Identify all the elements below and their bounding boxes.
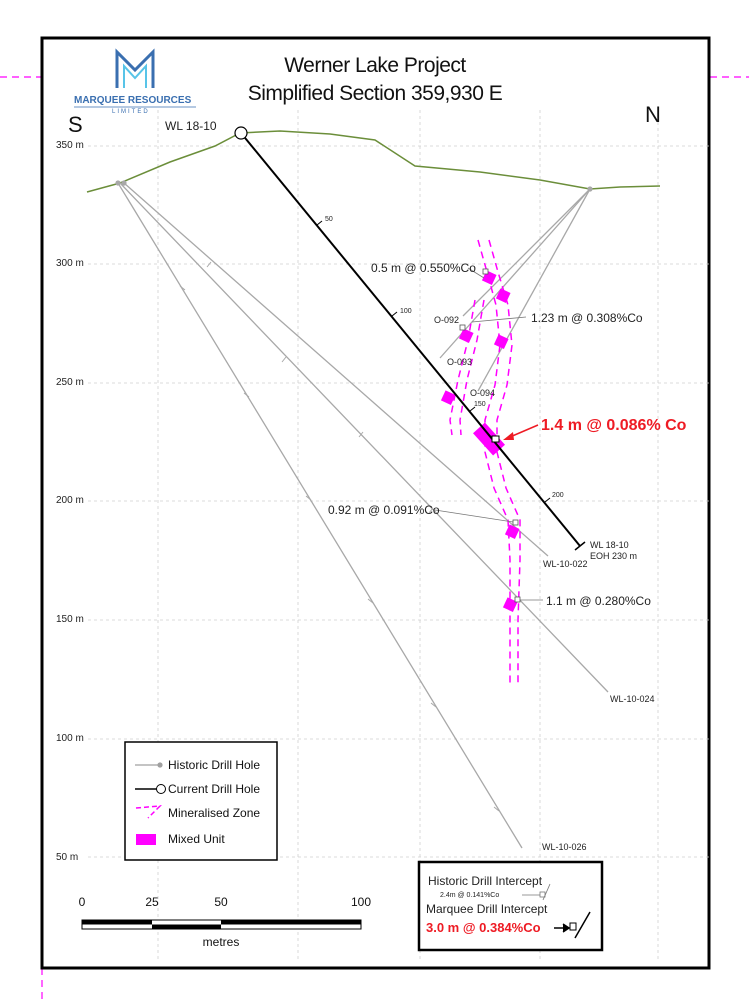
intercept-key-historic-example: 2.4m @ 0.141%Co <box>440 892 499 899</box>
direction-north: N <box>645 102 661 127</box>
elevation-label: 350 m <box>56 140 84 151</box>
intercept-label: 1.23 m @ 0.308%Co <box>531 311 643 325</box>
legend-label: Mixed Unit <box>168 832 225 846</box>
intercept-key-marquee-example: 3.0 m @ 0.384%Co <box>426 920 541 935</box>
historic-drill-holes <box>117 182 609 849</box>
scale-tick: 25 <box>145 895 159 909</box>
topography-line <box>86 130 661 193</box>
collar-label-current: WL 18-10 <box>165 119 217 133</box>
red-intercept-arrow <box>503 424 539 440</box>
logo-sub: LIMITED <box>112 109 150 115</box>
intercept-key: Historic Drill Intercept 2.4m @ 0.141%Co… <box>417 860 604 952</box>
elevation-label: 150 m <box>56 614 84 625</box>
hole-label-wl-10-022: WL-10-022 <box>543 559 588 569</box>
legend-label: Historic Drill Hole <box>168 758 260 772</box>
historic-hole-wl-10-026 <box>117 182 523 849</box>
historic-hole-ticks <box>179 261 500 812</box>
eoh-label-line-1: WL 18-10 <box>590 540 629 550</box>
intercept-leaders <box>434 267 543 601</box>
mixed-unit-main <box>473 422 505 456</box>
historic-hole-wl-10-024 <box>119 182 609 693</box>
elevation-label: 50 m <box>56 852 78 863</box>
marquee-logo: MARQUEE RESOURCES LIMITED <box>74 48 196 115</box>
intercept-label: 0.92 m @ 0.091%Co <box>328 503 440 517</box>
eoh-label-line-2: EOH 230 m <box>590 551 637 561</box>
elevation-label: 300 m <box>56 258 84 269</box>
depth-tick: 200 <box>552 492 564 499</box>
hole-label-o-094: O-094 <box>470 388 495 398</box>
intercept-label: 1.1 m @ 0.280%Co <box>546 594 651 608</box>
hole-label-o-093: O-093 <box>447 357 472 367</box>
legend-mixed: Mixed Unit <box>136 832 225 846</box>
elevation-label: 200 m <box>56 495 84 506</box>
scale-tick: 50 <box>214 895 228 909</box>
historic-hole-o-092 <box>462 188 591 317</box>
legend-current: Current Drill Hole <box>135 782 260 796</box>
legend-label: Current Drill Hole <box>168 782 260 796</box>
scale-unit: metres <box>203 935 240 949</box>
elevation-label: 250 m <box>56 377 84 388</box>
direction-south: S <box>68 112 83 137</box>
mixed-units <box>440 270 520 612</box>
legend-historic: Historic Drill Hole <box>135 758 260 772</box>
logo-name: MARQUEE RESOURCES <box>74 95 192 106</box>
elevation-labels: 350 m 300 m 250 m 200 m 150 m 100 m 50 m <box>56 140 84 863</box>
hole-label-wl-10-026: WL-10-026 <box>542 842 587 852</box>
intercept-label-highlight: 1.4 m @ 0.086% Co <box>541 417 687 434</box>
hole-label-o-092: O-092 <box>434 315 459 325</box>
historic-hole-o-094 <box>477 188 591 392</box>
scale-bar: 0 25 50 100 metres <box>79 895 372 949</box>
scale-tick: 0 <box>79 895 86 909</box>
current-drill-hole <box>234 126 586 551</box>
intercept-markers <box>459 268 521 603</box>
depth-tick: 100 <box>400 308 412 315</box>
intercept-label: 0.5 m @ 0.550%Co <box>371 261 476 275</box>
current-hole-collar <box>234 126 248 140</box>
m-logo-icon <box>115 48 155 88</box>
elevation-label: 100 m <box>56 733 84 744</box>
intercept-key-marquee-title: Marquee Drill Intercept <box>426 902 548 916</box>
legend-label: Mineralised Zone <box>168 806 260 820</box>
title-line-2: Simplified Section 359,930 E <box>248 82 503 105</box>
hole-label-wl-10-024: WL-10-024 <box>610 694 655 704</box>
scale-tick: 100 <box>351 895 371 909</box>
historic-hole-wl-10-022 <box>123 182 549 557</box>
depth-tick: 50 <box>325 216 333 223</box>
legend-zone: Mineralised Zone <box>135 805 260 820</box>
intercept-key-historic-title: Historic Drill Intercept <box>428 874 543 888</box>
legend: Historic Drill Hole Current Drill Hole M… <box>124 741 278 861</box>
depth-tick: 150 <box>474 401 486 408</box>
title-line-1: Werner Lake Project <box>284 54 466 77</box>
collar-dots <box>115 180 593 192</box>
depth-tick-labels: 50 100 150 200 <box>325 216 564 499</box>
